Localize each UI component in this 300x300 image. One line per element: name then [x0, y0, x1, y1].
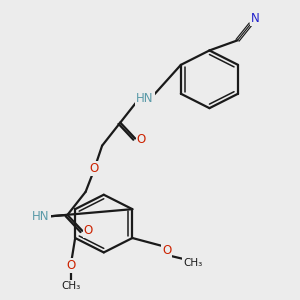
Text: O: O [66, 259, 75, 272]
Text: CH₃: CH₃ [61, 280, 80, 291]
Text: HN: HN [32, 210, 50, 223]
Text: O: O [84, 224, 93, 237]
Text: CH₃: CH₃ [183, 257, 202, 268]
Text: HN: HN [136, 92, 154, 105]
Text: N: N [251, 12, 260, 25]
Text: O: O [162, 244, 171, 257]
Text: O: O [89, 162, 98, 175]
Text: O: O [136, 133, 146, 146]
